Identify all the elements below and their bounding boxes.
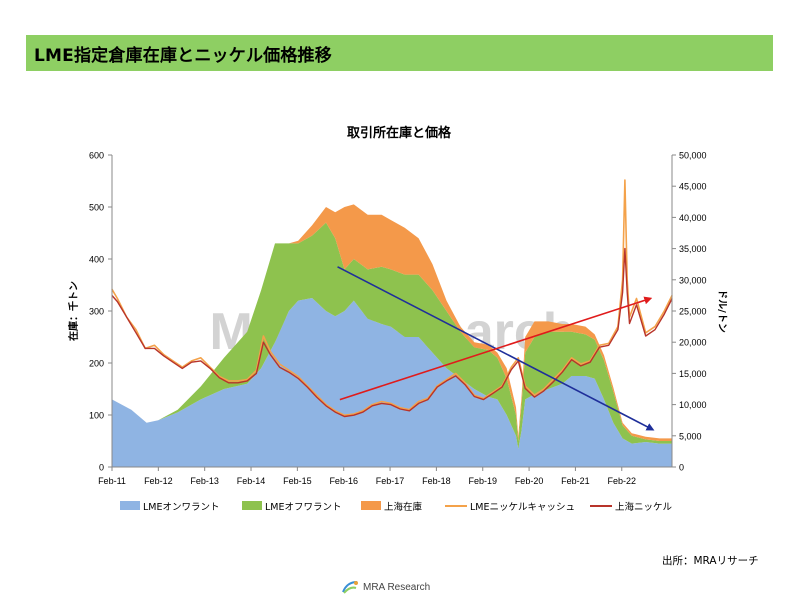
y-tick-label-left: 200: [89, 359, 104, 369]
line-shanghai-nickel: [111, 247, 673, 418]
legend-swatch: [120, 501, 140, 510]
x-tick-label: Feb-11: [98, 476, 126, 486]
line-lme-nickel-cash: [111, 179, 673, 417]
y-tick-label-right: 15,000: [679, 369, 707, 379]
y-tick-label-left: 600: [89, 151, 104, 161]
y-tick-label-right: 0: [679, 463, 684, 473]
y-tick-label-right: 10,000: [679, 400, 707, 410]
page-title: LME指定倉庫在庫とニッケル価格推移: [34, 45, 332, 66]
x-tick-label: Feb-14: [237, 476, 266, 486]
x-tick-label: Feb-21: [561, 476, 590, 486]
y-tick-label-right: 35,000: [679, 244, 707, 254]
y-tick-label-left: 100: [89, 411, 104, 421]
y-tick-label-right: 5,000: [679, 431, 702, 441]
y-tick-label-left: 300: [89, 307, 104, 317]
x-tick-label: Feb-17: [376, 476, 405, 486]
chart-title: 取引所在庫と価格: [347, 125, 452, 141]
legend-swatch: [242, 501, 262, 510]
area-shanghai-stock: [111, 204, 673, 441]
legend-label: LMEニッケルキャッシュ: [470, 502, 575, 513]
legend-label: LMEオンワラント: [143, 502, 220, 513]
y-tick-label-left: 0: [99, 463, 104, 473]
legend-label: LMEオフワラント: [265, 502, 342, 513]
trend-arrow-red: [339, 296, 653, 401]
x-tick-label: Feb-22: [607, 476, 636, 486]
trend-arrow-blue: [337, 266, 655, 431]
x-tick-label: Feb-19: [468, 476, 497, 486]
x-tick-label: Feb-18: [422, 476, 451, 486]
y-tick-label-right: 30,000: [679, 275, 707, 285]
footer-logo: MRA Research: [341, 580, 430, 594]
header-bar: LME指定倉庫在庫とニッケル価格推移: [26, 35, 773, 71]
legend-label: 上海ニッケル: [615, 501, 673, 513]
x-tick-label: Feb-16: [329, 476, 358, 486]
y-tick-label-left: 500: [89, 203, 104, 213]
footer-logo-text: MRA Research: [363, 581, 431, 593]
mra-logo-icon: [342, 581, 358, 594]
y-tick-label-right: 20,000: [679, 338, 707, 348]
x-tick-label: Feb-15: [283, 476, 312, 486]
y-tick-label-left: 400: [89, 255, 104, 265]
y-tick-label-right: 40,000: [679, 213, 707, 223]
x-tick-label: Feb-12: [144, 476, 173, 486]
x-tick-label: Feb-13: [190, 476, 219, 486]
source-note: 出所：MRAリサーチ: [662, 555, 759, 567]
legend-label: 上海在庫: [384, 501, 423, 513]
y-tick-label-right: 25,000: [679, 307, 707, 317]
y-tick-label-right: 50,000: [679, 151, 707, 161]
x-tick-label: Feb-20: [515, 476, 544, 486]
y-axis-label-right: ドル/トン: [716, 289, 728, 333]
legend-swatch: [361, 501, 381, 510]
y-tick-label-right: 45,000: [679, 182, 707, 192]
y-axis-label-left: 在庫：千トン: [67, 281, 80, 341]
